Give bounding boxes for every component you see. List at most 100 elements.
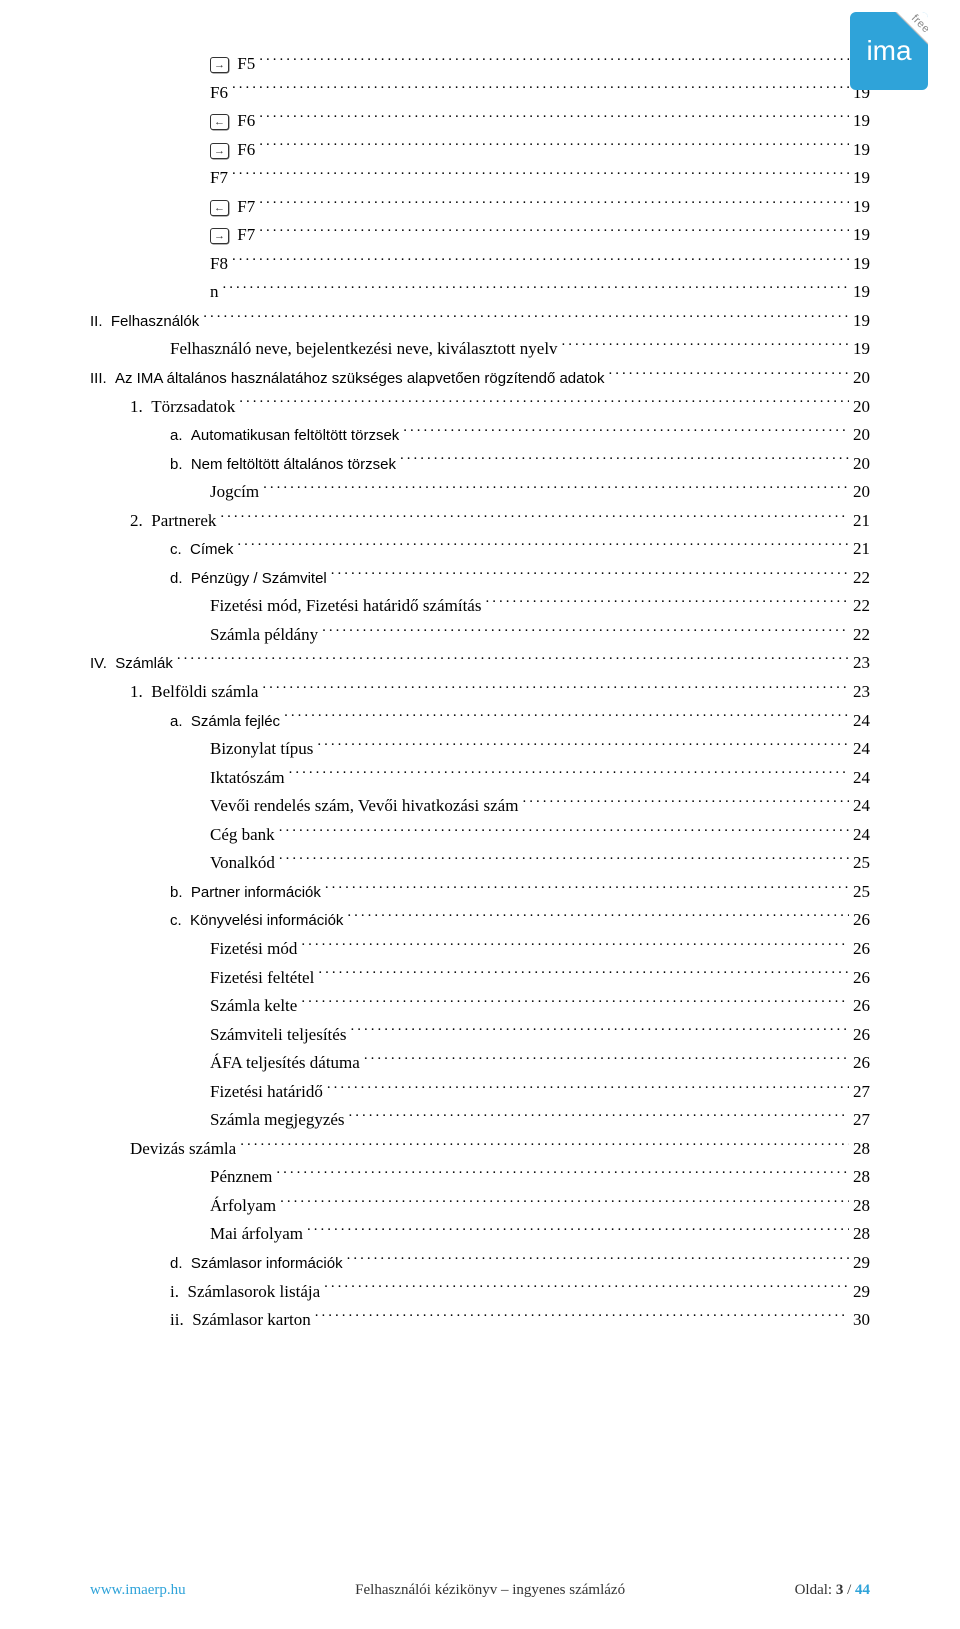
toc-entry-label: → F6 <box>210 136 255 165</box>
toc-entry[interactable]: b. Partner információk 25 <box>90 878 870 907</box>
toc-entry-label: ← F6 <box>210 107 255 136</box>
toc-entry-label: 2. Partnerek <box>130 507 216 536</box>
toc-entry[interactable]: Számviteli teljesítés 26 <box>90 1021 870 1050</box>
toc-entry-page: 25 <box>853 878 870 907</box>
toc-entry[interactable]: Fizetési mód, Fizetési határidő számítás… <box>90 592 870 621</box>
toc-entry[interactable]: d. Számlasor információk 29 <box>90 1249 870 1278</box>
toc-entry[interactable]: ii. Számlasor karton 30 <box>90 1306 870 1335</box>
toc-entry[interactable]: Fizetési feltétel 26 <box>90 964 870 993</box>
toc-entry-page: 26 <box>853 964 870 993</box>
toc-entry-page: 28 <box>853 1220 870 1249</box>
toc-entry[interactable]: → F7 19 <box>90 221 870 250</box>
toc-dots <box>301 996 849 1012</box>
toc-entry[interactable]: d. Pénzügy / Számvitel 22 <box>90 564 870 593</box>
toc-entry-prefix: i. <box>170 1282 179 1301</box>
toc-entry-label: 1. Belföldi számla <box>130 678 258 707</box>
toc-dots <box>289 767 849 783</box>
toc-entry[interactable]: Vonalkód 25 <box>90 849 870 878</box>
toc-entry-page: 19 <box>853 250 870 279</box>
toc-entry-prefix: d. <box>170 1255 183 1272</box>
toc-dots <box>284 710 849 726</box>
toc-entry-page: 19 <box>853 193 870 222</box>
toc-entry-page: 24 <box>853 821 870 850</box>
footer-page: Oldal: 3 / 44 <box>795 1582 870 1599</box>
toc-entry-page: 19 <box>853 307 870 336</box>
toc-entry[interactable]: F8 19 <box>90 250 870 279</box>
toc-entry-label: Vevői rendelés szám, Vevői hivatkozási s… <box>210 792 518 821</box>
toc-dots <box>349 1110 849 1126</box>
toc-entry[interactable]: Számla példány 22 <box>90 621 870 650</box>
footer-url: www.imaerp.hu <box>90 1582 186 1599</box>
toc-entry-page: 28 <box>853 1163 870 1192</box>
toc-dots <box>315 1310 849 1326</box>
toc-entry[interactable]: → F6 19 <box>90 136 870 165</box>
toc-dots <box>324 1281 849 1297</box>
toc-entry[interactable]: Számla kelte 26 <box>90 992 870 1021</box>
toc-entry[interactable]: → F5 19 <box>90 50 870 79</box>
toc-dots <box>259 225 849 241</box>
toc-dots <box>317 739 849 755</box>
toc-entry-label: n <box>210 278 219 307</box>
toc-entry-label: III. Az IMA általános használatához szük… <box>90 366 605 391</box>
toc-entry[interactable]: Számla megjegyzés 27 <box>90 1106 870 1135</box>
toc-entry[interactable]: Iktatószám 24 <box>90 764 870 793</box>
toc-entry[interactable]: Felhasználó neve, bejelentkezési neve, k… <box>90 335 870 364</box>
toc-entry-label: Számla megjegyzés <box>210 1106 345 1135</box>
toc-entry[interactable]: Mai árfolyam 28 <box>90 1220 870 1249</box>
toc-entry[interactable]: 1. Törzsadatok 20 <box>90 393 870 422</box>
toc-entry[interactable]: ← F7 19 <box>90 193 870 222</box>
toc-entry-page: 27 <box>853 1078 870 1107</box>
toc-entry-label: Számla példány <box>210 621 318 650</box>
toc-dots <box>318 967 849 983</box>
toc-entry-prefix: 2. <box>130 511 143 530</box>
toc-entry[interactable]: b. Nem feltöltött általános törzsek 20 <box>90 450 870 479</box>
toc-entry[interactable]: F7 19 <box>90 164 870 193</box>
toc-entry[interactable]: 2. Partnerek 21 <box>90 507 870 536</box>
toc-entry[interactable]: Pénznem 28 <box>90 1163 870 1192</box>
toc-entry-page: 26 <box>853 1049 870 1078</box>
toc-entry-page: 20 <box>853 364 870 393</box>
toc-entry-page: 22 <box>853 564 870 593</box>
toc-entry[interactable]: Jogcím 20 <box>90 478 870 507</box>
toc-entry-prefix: b. <box>170 884 183 901</box>
toc-entry[interactable]: II. Felhasználók 19 <box>90 307 870 336</box>
toc-entry-label: F6 <box>210 79 228 108</box>
toc-dots <box>239 396 849 412</box>
toc-entry[interactable]: Devizás számla 28 <box>90 1135 870 1164</box>
toc-dots <box>522 796 849 812</box>
toc-entry-label: Cég bank <box>210 821 275 850</box>
toc-entry-page: 30 <box>853 1306 870 1335</box>
toc-entry[interactable]: Árfolyam 28 <box>90 1192 870 1221</box>
arrow-key-icon: ← <box>210 200 229 216</box>
toc-entry[interactable]: F6 19 <box>90 79 870 108</box>
logo-corner-fold: free <box>885 12 928 55</box>
toc-entry[interactable]: ← F6 19 <box>90 107 870 136</box>
toc-entry[interactable]: i. Számlasorok listája 29 <box>90 1278 870 1307</box>
toc-entry[interactable]: ÁFA teljesítés dátuma 26 <box>90 1049 870 1078</box>
arrow-key-icon: → <box>210 143 229 159</box>
toc-entry[interactable]: c. Címek 21 <box>90 535 870 564</box>
toc-entry-page: 19 <box>853 136 870 165</box>
toc-entry[interactable]: Vevői rendelés szám, Vevői hivatkozási s… <box>90 792 870 821</box>
toc-entry[interactable]: c. Könyvelési információk 26 <box>90 906 870 935</box>
toc-entry-label: Mai árfolyam <box>210 1220 303 1249</box>
toc-entry-page: 29 <box>853 1278 870 1307</box>
toc-entry-label: Jogcím <box>210 478 259 507</box>
toc-entry[interactable]: a. Számla fejléc 24 <box>90 707 870 736</box>
toc-entry-label: Fizetési határidő <box>210 1078 323 1107</box>
toc-entry[interactable]: IV. Számlák 23 <box>90 649 870 678</box>
toc-entry[interactable]: Bizonylat típus 24 <box>90 735 870 764</box>
toc-entry[interactable]: Cég bank 24 <box>90 821 870 850</box>
toc-entry[interactable]: III. Az IMA általános használatához szük… <box>90 364 870 393</box>
toc-entry-prefix: a. <box>170 427 183 444</box>
toc-entry[interactable]: 1. Belföldi számla 23 <box>90 678 870 707</box>
toc-entry-label: II. Felhasználók <box>90 309 199 334</box>
arrow-key-icon: ← <box>210 114 229 130</box>
toc-entry-label: Bizonylat típus <box>210 735 313 764</box>
toc-entry-label: ÁFA teljesítés dátuma <box>210 1049 360 1078</box>
toc-entry-label: i. Számlasorok listája <box>170 1278 320 1307</box>
toc-entry[interactable]: n 19 <box>90 278 870 307</box>
toc-entry[interactable]: Fizetési mód 26 <box>90 935 870 964</box>
toc-entry[interactable]: Fizetési határidő 27 <box>90 1078 870 1107</box>
toc-entry[interactable]: a. Automatikusan feltöltött törzsek 20 <box>90 421 870 450</box>
